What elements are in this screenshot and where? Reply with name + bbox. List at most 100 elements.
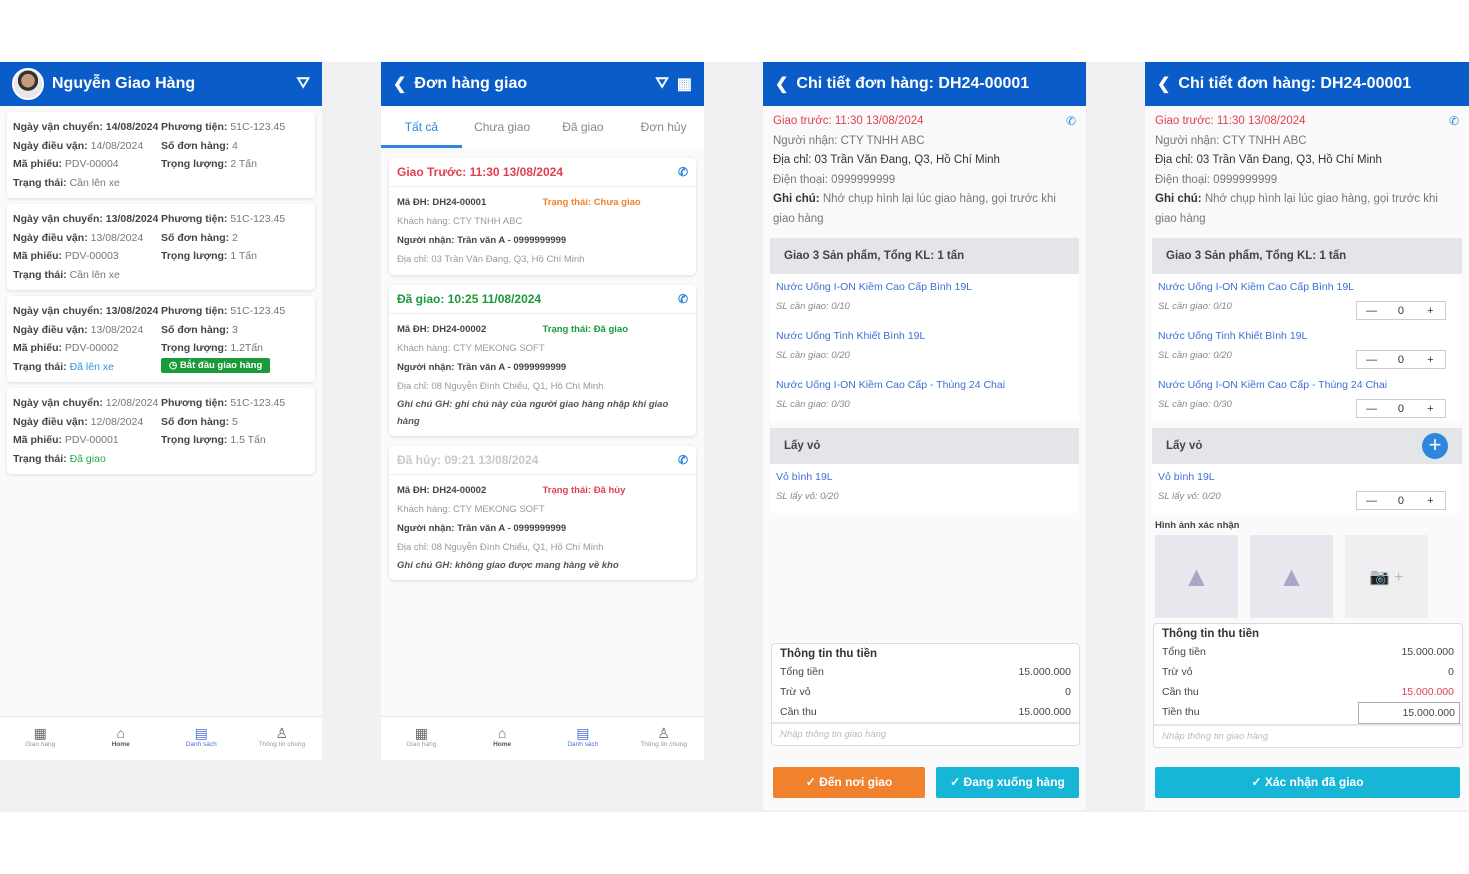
trip-card-left: Ngày vận chuyển: 13/08/2024 Ngày điều vận… (13, 210, 161, 284)
field-label: Trọng lượng: (161, 250, 228, 262)
quantity-value[interactable]: 0 (1397, 402, 1405, 415)
plus-button[interactable]: + (1427, 353, 1434, 366)
phone-call-icon[interactable]: ✆ (677, 453, 688, 467)
field-value: PDV-00002 (64, 342, 119, 354)
shells-list: Vỏ bình 19L SL lấy vỏ: 0/20 — 0 + (1152, 464, 1462, 513)
bottom-nav: ▦ Giao hàng ⌂ Home ▤ Danh sách ♙ Thông tin chun… (0, 716, 322, 760)
arrived-button[interactable]: ✓ Đến nơi giao (773, 767, 925, 798)
delivery-info-input[interactable]: Nhập thông tin giao hàng (772, 722, 1079, 745)
minus-button[interactable]: — (1366, 494, 1378, 507)
nav-item-2[interactable]: ▤ Danh sách (543, 717, 624, 760)
field-label: Ngày điều vận: (13, 415, 88, 428)
minus-button[interactable]: — (1366, 353, 1378, 366)
unloading-button[interactable]: ✓ Đang xuống hàng (936, 767, 1079, 798)
minus-button[interactable]: — (1366, 402, 1378, 415)
deliver-before: Giao trước: 11:30 13/08/2024 (1155, 115, 1306, 127)
collected-amount-input[interactable]: 15.000.000 (1358, 702, 1460, 724)
phone-call-icon[interactable]: ✆ (677, 292, 688, 306)
products-item: Nước Uống I-ON Kiềm Cao Cấp - Thùng 24 C… (770, 372, 1079, 421)
filter-icon[interactable]: ⛛ (655, 75, 669, 92)
image-placeholder-icon[interactable]: ▲ (1155, 535, 1238, 618)
trip-card[interactable]: Ngày vận chuyển: 13/08/2024 Ngày điều vận… (7, 204, 315, 290)
products-name[interactable]: Nước Uống I-ON Kiềm Cao Cấp - Thùng 24 C… (1158, 379, 1388, 391)
minus-button[interactable]: — (1366, 304, 1378, 317)
plus-button[interactable]: + (1427, 494, 1434, 507)
quantity-value[interactable]: 0 (1397, 494, 1405, 507)
order-card[interactable]: Giao Trước: 11:30 13/08/2024 ✆ Mã ĐH: DH24… (389, 158, 696, 275)
qr-code-icon[interactable]: ▦ (676, 76, 692, 93)
grid-icon: ▦ (33, 725, 47, 741)
products-item: Nước Uống I-ON Kiềm Cao Cấp Bình 19L SL c… (1152, 274, 1462, 323)
field-value: PDV-00004 (64, 158, 119, 170)
products-qty: SL cần giao: 0/10 (776, 301, 850, 312)
shells-name[interactable]: Vỏ bình 19L (776, 471, 833, 483)
quantity-value[interactable]: 0 (1397, 304, 1405, 317)
products-name[interactable]: Nước Uống Tinh Khiết Bình 19L (776, 330, 926, 342)
nav-item-0[interactable]: ▦ Giao hàng (0, 717, 81, 760)
plus-button[interactable]: + (1427, 304, 1434, 317)
shells-name[interactable]: Vỏ bình 19L (1158, 471, 1215, 483)
quantity-stepper[interactable]: — 0 + (1356, 491, 1446, 510)
order-card[interactable]: Đã giao: 10:25 11/08/2024 ✆ Mã ĐH: DH24-00… (389, 285, 696, 436)
nav-item-0[interactable]: ▦ Giao hàng (381, 717, 462, 760)
nav-item-1[interactable]: ⌂ Home (462, 717, 543, 760)
back-icon[interactable]: ❮ (393, 76, 407, 93)
shells-section-header: Lấy vỏ + (1152, 428, 1462, 464)
products-name[interactable]: Nước Uống Tinh Khiết Bình 19L (1158, 330, 1308, 342)
field-label: Ngày vận chuyển: (13, 121, 103, 133)
products-title: Giao 3 Sản phẩm, Tổng KL: 1 tấn (784, 250, 965, 262)
nav-item-1[interactable]: ⌂ Home (81, 717, 162, 760)
order-card-header: Đã hủy: 09:21 13/08/2024 ✆ (389, 446, 696, 475)
order-info: ✆ Giao trước: 11:30 13/08/2024 Người nhận:… (1145, 106, 1469, 238)
order-card-header: Giao Trước: 11:30 13/08/2024 ✆ (389, 158, 696, 187)
quantity-stepper[interactable]: — 0 + (1356, 301, 1446, 320)
trip-card[interactable]: Ngày vận chuyển: 13/08/2024 Ngày điều vận… (7, 296, 315, 382)
nav-item-3[interactable]: ♙ Thông tin chung (623, 717, 704, 760)
order-card-header: Đã giao: 10:25 11/08/2024 ✆ (389, 285, 696, 314)
plus-button[interactable]: + (1427, 402, 1434, 415)
order-status: Trạng thái: Chưa giao (542, 197, 641, 208)
order-time: Đã giao: 10:25 11/08/2024 (397, 292, 542, 306)
tab-1[interactable]: Chưa giao (474, 120, 531, 134)
label: Tổng tiền (1162, 646, 1206, 658)
confirm-delivered-button[interactable]: ✓ Xác nhận đã giao (1155, 767, 1460, 798)
trip-card[interactable]: Ngày vận chuyển: 14/08/2024 Ngày điều vận… (7, 112, 315, 198)
order-card[interactable]: Đã hủy: 09:21 13/08/2024 ✆ Mã ĐH: DH24-000… (389, 446, 696, 580)
products-name[interactable]: Nước Uống I-ON Kiềm Cao Cấp Bình 19L (776, 281, 972, 293)
add-shell-button[interactable]: + (1422, 433, 1448, 459)
avatar[interactable] (12, 68, 44, 100)
page-title: Chi tiết đơn hàng: DH24-00001 (796, 75, 1030, 92)
phone-call-icon[interactable]: ✆ (1065, 114, 1076, 128)
trip-card[interactable]: Ngày vận chuyển: 12/08/2024 Ngày điều vận… (7, 388, 315, 474)
image-placeholder-icon[interactable]: ▲ (1250, 535, 1333, 618)
products-name[interactable]: Nước Uống I-ON Kiềm Cao Cấp - Thùng 24 C… (776, 379, 1006, 391)
field-row: Phương tiện: 51C-123.45 (161, 210, 309, 229)
phone-call-icon[interactable]: ✆ (1448, 114, 1459, 128)
shells-item: Vỏ bình 19L SL lấy vỏ: 0/20 — 0 + (1152, 464, 1462, 513)
field-value: Đã lên xe (69, 360, 114, 373)
nav-label: Giao hàng (25, 741, 56, 748)
nav-item-3[interactable]: ♙ Thông tin chung (242, 717, 323, 760)
trip-card-left: Ngày vận chuyển: 12/08/2024 Ngày điều vận… (13, 394, 161, 468)
field-row: Ngày vận chuyển: 12/08/2024 (13, 394, 161, 413)
quantity-value[interactable]: 0 (1397, 353, 1405, 366)
shells-title: Lấy vỏ (784, 440, 821, 452)
quantity-stepper[interactable]: — 0 + (1356, 399, 1446, 418)
add-photo-camera-icon[interactable]: 📷 + (1345, 535, 1428, 618)
delivery-info-input[interactable]: Nhập thông tin giao hàng (1154, 724, 1462, 747)
back-icon[interactable]: ❮ (1157, 76, 1171, 93)
back-icon[interactable]: ❮ (775, 76, 789, 93)
tab-0[interactable]: Tất cả (381, 106, 462, 148)
tab-2[interactable]: Đã giao (562, 120, 604, 134)
list-icon: ▤ (576, 725, 590, 741)
nav-label: Danh sách (567, 741, 599, 748)
nav-item-2[interactable]: ▤ Danh sách (161, 717, 242, 760)
products-name[interactable]: Nước Uống I-ON Kiềm Cao Cấp Bình 19L (1158, 281, 1354, 293)
phone-call-icon[interactable]: ✆ (677, 165, 688, 179)
start-delivery-button[interactable]: ◷ Bắt đầu giao hàng (161, 357, 271, 373)
tab-3[interactable]: Đơn hủy (640, 120, 687, 134)
filter-icon[interactable]: ⛛ (296, 75, 310, 92)
spacer (541, 292, 678, 306)
quantity-stepper[interactable]: — 0 + (1356, 350, 1446, 369)
payment-row-deduct: Trừ vỏ 0 (772, 682, 1079, 702)
